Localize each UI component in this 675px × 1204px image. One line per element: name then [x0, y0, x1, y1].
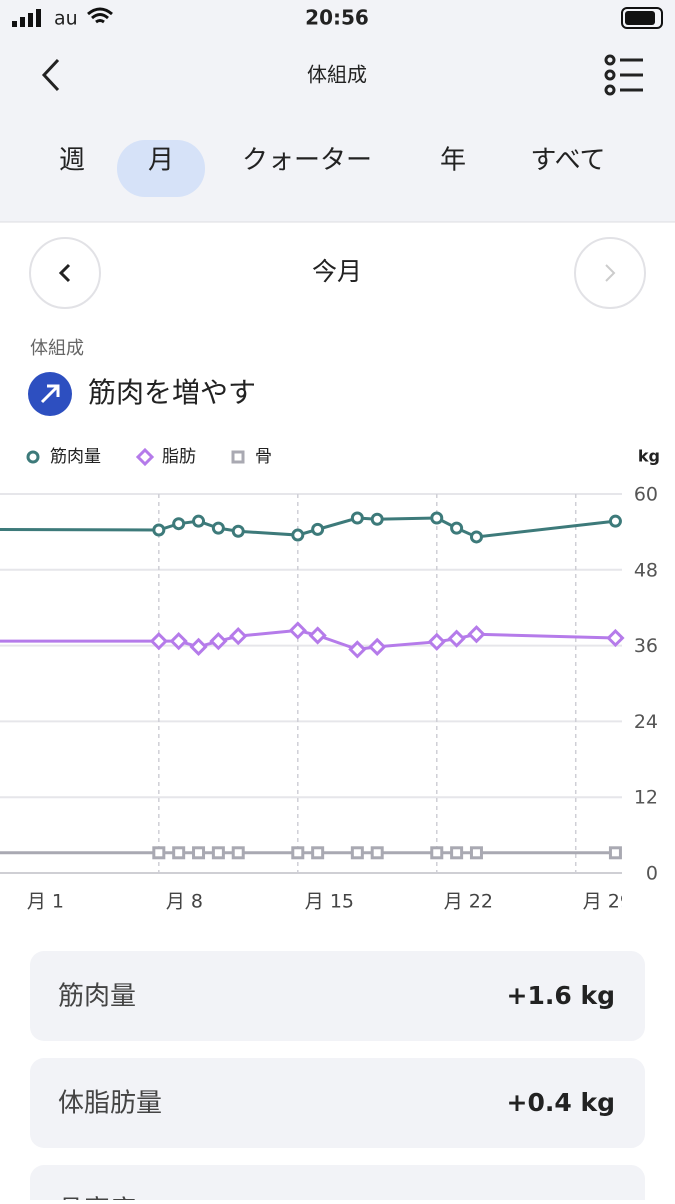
x-tick-labels: 月 1 月 8 月 15 月 22 月 29 — [27, 891, 632, 913]
point — [169, 632, 188, 651]
point — [608, 846, 622, 860]
tab[interactable]: 月 — [148, 146, 174, 176]
series-line — [0, 516, 616, 539]
card-label: 体脂肪量 — [58, 1089, 162, 1119]
carrier: au — [54, 8, 78, 30]
point — [606, 628, 625, 648]
legend-marker — [135, 447, 155, 467]
x-tick-label: 月 15 — [305, 891, 354, 913]
point — [447, 629, 466, 648]
next-period[interactable] — [574, 237, 646, 309]
point — [192, 514, 206, 528]
section-label: 体組成 — [30, 338, 84, 359]
y-tick-label: 48 — [634, 559, 658, 581]
point — [370, 512, 384, 526]
battery — [621, 7, 663, 29]
point — [350, 846, 364, 860]
point — [608, 514, 622, 528]
back-button[interactable] — [41, 58, 60, 92]
point — [291, 846, 305, 860]
card-value: +0.4 kg — [507, 1088, 615, 1117]
x-tick-label: 月 1 — [27, 891, 64, 913]
point — [209, 632, 228, 651]
point — [172, 846, 186, 860]
plot-area — [0, 511, 625, 860]
point — [348, 640, 367, 659]
point — [291, 528, 305, 542]
y-tick-label: 36 — [634, 635, 658, 657]
goal-arrow — [40, 384, 60, 404]
point — [469, 530, 483, 544]
point — [427, 632, 446, 651]
point — [211, 521, 225, 535]
unit-label: kg — [638, 447, 660, 466]
point — [430, 846, 444, 860]
point — [229, 627, 248, 646]
legend-marker — [231, 450, 245, 464]
x-tick-label: 月 8 — [166, 891, 203, 913]
period-label: 今月 — [312, 257, 362, 286]
tab[interactable]: すべて — [530, 146, 605, 176]
point — [231, 846, 245, 860]
x-tick-label: 月 22 — [444, 891, 493, 913]
point — [149, 632, 168, 651]
card-label: 筋肉量 — [58, 982, 136, 1012]
wifi-icon — [87, 7, 113, 24]
legend-marker — [26, 450, 40, 464]
y-tick-label: 0 — [646, 863, 658, 885]
summary-card[interactable] — [30, 951, 645, 1041]
goal-text: 筋肉を増やす — [88, 376, 256, 409]
point — [231, 524, 245, 538]
menu-button[interactable] — [604, 54, 643, 96]
x-tick-label: 月 29 — [583, 891, 632, 913]
legend-label: 筋肉量 — [50, 447, 101, 467]
summary-card[interactable] — [30, 1058, 645, 1148]
point — [368, 637, 387, 656]
page-title: 体組成 — [307, 63, 367, 87]
point — [172, 517, 186, 531]
point — [469, 846, 483, 860]
tab[interactable]: 年 — [440, 146, 466, 176]
card-label: 骨密度 — [58, 1196, 136, 1201]
point — [189, 637, 208, 656]
y-tick-label: 24 — [634, 711, 658, 733]
y-tick-label: 12 — [634, 787, 658, 809]
top-bg — [0, 0, 675, 222]
point — [192, 846, 206, 860]
tab[interactable]: クォーター — [242, 146, 372, 176]
clock: 20:56 — [305, 6, 369, 30]
signal — [12, 9, 41, 27]
point — [152, 846, 166, 860]
legend-label: 骨 — [255, 447, 272, 467]
point — [467, 625, 486, 644]
point — [430, 511, 444, 525]
point — [370, 846, 384, 860]
prev-period[interactable] — [29, 237, 101, 309]
point — [152, 523, 166, 537]
point — [311, 846, 325, 860]
point — [450, 846, 464, 860]
point — [211, 846, 225, 860]
battery-level — [625, 11, 655, 25]
active-tab-bg — [117, 140, 205, 197]
prev-arrow — [58, 263, 71, 283]
summary-card[interactable] — [30, 1165, 645, 1204]
point — [311, 522, 325, 536]
next-arrow — [605, 264, 616, 282]
point — [288, 621, 307, 640]
chart: kg 0 12 24 36 48 60 月 1 月 8 月 15 月 22 月 29 筋肉量 脂肪 骨 — [0, 447, 660, 913]
legend-label: 脂肪 — [162, 447, 196, 467]
point — [450, 521, 464, 535]
point — [350, 511, 364, 525]
tab[interactable]: 週 — [59, 146, 85, 176]
y-tick-label: 60 — [634, 484, 658, 506]
card-value: +1.6 kg — [507, 981, 615, 1010]
point — [308, 626, 327, 645]
